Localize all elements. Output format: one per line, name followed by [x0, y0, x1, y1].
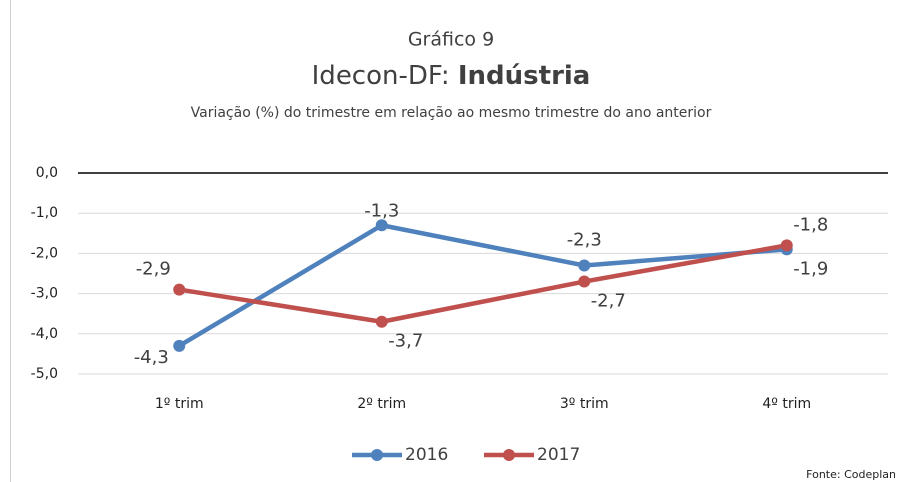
y-tick-label: -5,0 [31, 366, 58, 382]
x-tick-label: 4º trim [762, 396, 811, 412]
point [173, 283, 186, 296]
y-tick-label: -3,0 [31, 286, 58, 302]
y-tick-label: -1,0 [31, 205, 58, 221]
x-tick-label: 2º trim [357, 396, 406, 412]
title-bold: Indústria [458, 61, 591, 91]
legend-marker [503, 449, 515, 461]
legend-label: 2017 [537, 445, 580, 465]
series-line [178, 243, 788, 324]
data-label: -3,7 [388, 331, 423, 352]
point [578, 259, 591, 272]
chart-title: Gráfico 9 [408, 29, 494, 51]
data-label: -2,9 [136, 259, 171, 280]
point [375, 315, 388, 328]
y-tick-label: -2,0 [31, 245, 58, 261]
source: Fonte: Codeplan [806, 468, 896, 481]
data-label: -1,9 [793, 258, 828, 279]
title-prefix: Idecon-DF: [312, 61, 458, 91]
point [780, 239, 793, 252]
data-label: -1,8 [793, 214, 828, 235]
x-tick-label: 3º trim [560, 396, 609, 412]
data-label: -1,3 [364, 200, 399, 221]
point [173, 339, 186, 352]
legend-marker [371, 449, 383, 461]
chart-title-2: Idecon-DF: Indústria [312, 61, 591, 91]
legend-label: 2016 [405, 445, 448, 465]
data-label: -4,3 [134, 347, 169, 368]
x-tick-label: 1º trim [155, 396, 204, 412]
chart-subtitle: Variação (%) do trimestre em relação ao … [191, 105, 712, 121]
point [578, 275, 591, 288]
data-label: -2,3 [567, 229, 602, 250]
y-tick-label: -4,0 [31, 326, 58, 342]
data-label: -2,7 [591, 291, 626, 312]
y-tick-label: 0,0 [36, 165, 58, 181]
point [375, 219, 388, 232]
series-line [178, 223, 787, 348]
